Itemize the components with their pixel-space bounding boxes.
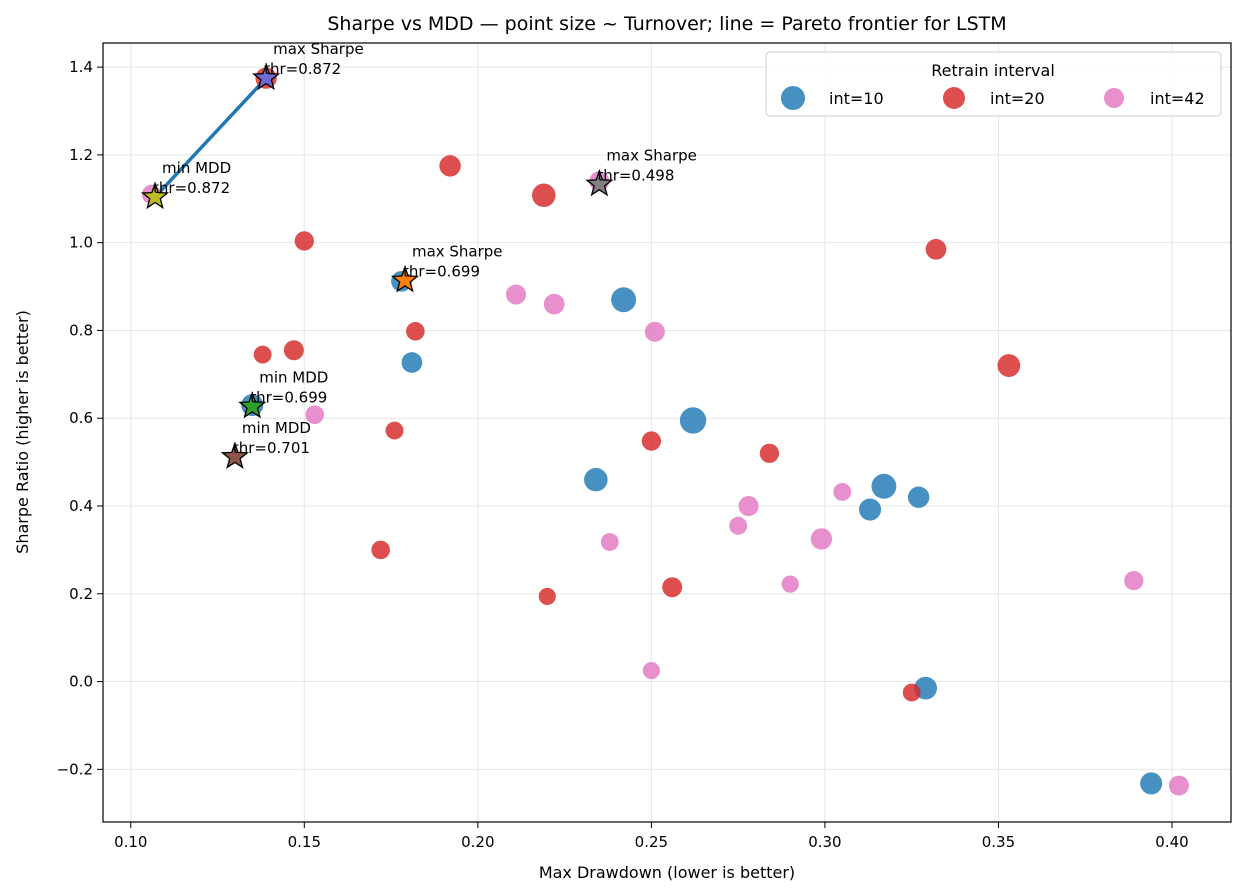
data-point xyxy=(584,467,608,492)
annotation-threshold: thr=0.701 xyxy=(233,439,310,457)
star-annotations: max Sharpe thr=0.872 min MDD thr=0.872 max S… xyxy=(153,40,697,457)
data-point xyxy=(858,498,882,521)
y-axis-label: Sharpe Ratio (higher is better) xyxy=(13,310,32,554)
data-point xyxy=(642,661,660,680)
data-point xyxy=(371,540,390,560)
legend-entry-label: int=42 xyxy=(1150,89,1205,108)
scatter-points xyxy=(141,67,1189,796)
data-point xyxy=(907,486,930,508)
annotation-threshold: thr=0.699 xyxy=(250,388,327,406)
data-point xyxy=(641,431,662,451)
data-point xyxy=(1168,775,1189,796)
data-point xyxy=(810,528,833,550)
annotation-threshold: thr=0.699 xyxy=(403,262,480,280)
legend-marker xyxy=(943,87,965,109)
annotation-label: min MDD xyxy=(259,368,328,386)
data-point xyxy=(543,293,565,315)
star-marker xyxy=(140,182,170,210)
data-point xyxy=(662,577,683,598)
data-point xyxy=(925,238,947,260)
annotation-threshold: thr=0.498 xyxy=(597,166,674,184)
data-point xyxy=(1124,570,1144,591)
data-point xyxy=(997,354,1021,377)
annotation-threshold: thr=0.872 xyxy=(153,179,230,197)
data-point xyxy=(385,421,404,440)
x-tick-label: 0.10 xyxy=(114,833,147,851)
data-point xyxy=(738,496,759,517)
plot-frame xyxy=(102,42,1232,823)
annotation-label: min MDD xyxy=(242,419,311,437)
data-point xyxy=(679,407,707,434)
data-point xyxy=(253,345,272,364)
annotation-label: max Sharpe xyxy=(606,146,697,164)
y-tick-label: −0.2 xyxy=(57,760,93,778)
y-tick-label: 0.0 xyxy=(69,673,93,691)
data-point xyxy=(294,231,314,251)
annotation-label: max Sharpe xyxy=(273,40,364,58)
annotation-label: min MDD xyxy=(162,159,231,177)
star-marker xyxy=(252,63,281,91)
star-marker xyxy=(390,265,420,293)
chart-title: Sharpe vs MDD — point size ~ Turnover; l… xyxy=(327,13,1006,35)
data-point xyxy=(902,683,921,702)
data-point xyxy=(759,443,780,463)
data-point xyxy=(406,322,425,341)
star-markers xyxy=(140,63,614,469)
x-tick-label: 0.35 xyxy=(982,833,1015,851)
annotation-threshold: thr=0.872 xyxy=(264,60,341,78)
frontier-line xyxy=(153,76,268,199)
data-point xyxy=(600,533,619,551)
star-marker xyxy=(238,391,267,419)
y-tick-label: 1.4 xyxy=(69,58,93,76)
data-point xyxy=(729,516,748,535)
legend-marker xyxy=(1104,88,1124,108)
data-point xyxy=(611,287,637,313)
data-point xyxy=(644,321,665,342)
y-tick-label: 1.0 xyxy=(69,234,93,252)
x-axis-label: Max Drawdown (lower is better) xyxy=(539,863,795,882)
pareto-frontier xyxy=(153,76,268,199)
x-tick-label: 0.25 xyxy=(635,833,668,851)
data-point xyxy=(401,352,423,373)
data-point xyxy=(532,183,556,208)
grid-lines xyxy=(103,43,1231,822)
star-marker xyxy=(220,442,250,469)
data-point xyxy=(305,405,325,425)
y-tick-label: 0.2 xyxy=(69,585,93,603)
data-point xyxy=(871,473,897,499)
x-tick-label: 0.30 xyxy=(808,833,841,851)
legend-entry-label: int=20 xyxy=(990,89,1045,108)
legend-entry-label: int=10 xyxy=(829,89,884,108)
x-tick-label: 0.40 xyxy=(1155,833,1188,851)
legend: Retrain interval int=10 int=20 int=42 xyxy=(765,51,1222,117)
annotation-label: max Sharpe xyxy=(412,242,503,260)
data-point xyxy=(1140,772,1163,795)
star-marker xyxy=(585,169,614,197)
data-point xyxy=(781,575,799,593)
legend-title: Retrain interval xyxy=(931,61,1055,80)
data-point xyxy=(283,340,304,361)
data-point xyxy=(833,483,852,501)
y-tick-label: 1.2 xyxy=(69,146,93,164)
data-point xyxy=(439,155,461,177)
x-axis-ticks: 0.10 0.15 0.20 0.25 0.30 0.35 0.40 xyxy=(114,822,1189,851)
x-tick-label: 0.20 xyxy=(461,833,494,851)
y-tick-label: 0.8 xyxy=(69,321,93,339)
y-axis-ticks: −0.2 0.0 0.2 0.4 0.6 0.8 1.0 1.2 1.4 xyxy=(57,58,103,778)
data-point xyxy=(506,284,527,305)
y-tick-label: 0.6 xyxy=(69,409,93,427)
legend-marker xyxy=(781,86,805,110)
x-tick-label: 0.15 xyxy=(288,833,321,851)
y-tick-label: 0.4 xyxy=(69,497,93,515)
data-point xyxy=(538,587,556,606)
